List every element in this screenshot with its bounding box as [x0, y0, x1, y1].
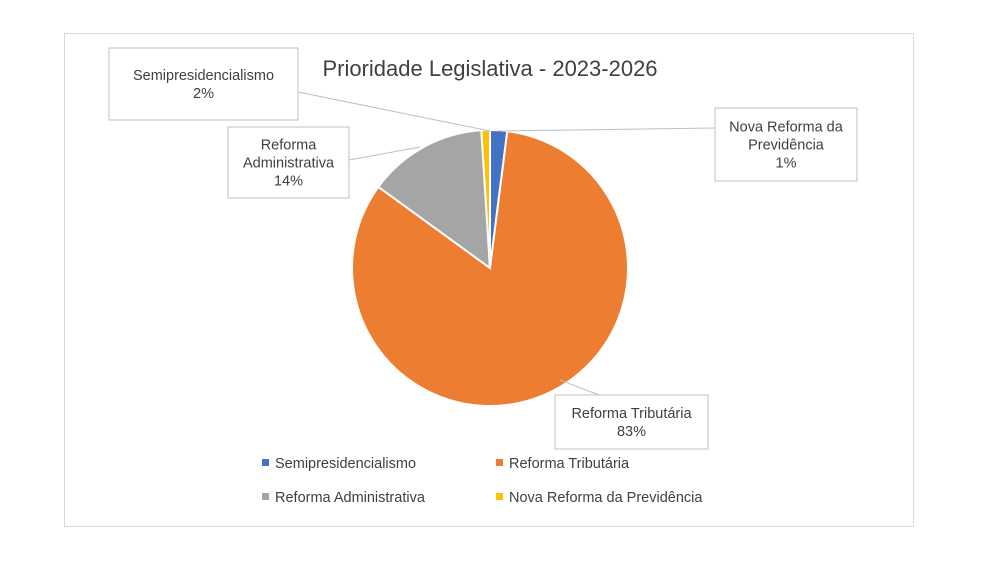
leader-line-3: [496, 127, 716, 132]
data-label-semipresidencialismo: Semipresidencialismo 2%: [108, 47, 299, 121]
data-label-nova-reforma-da-previd-ncia: Nova Reforma da Previdência 1%: [714, 107, 858, 182]
leader-line-1: [559, 379, 600, 396]
data-label-name: Nova Reforma da: [729, 120, 844, 136]
leader-lines: [297, 91, 716, 396]
legend-item-reforma-administrativa: Reforma Administrativa: [262, 490, 426, 506]
data-label-name: Previdência: [748, 138, 825, 154]
data-label-reforma-administrativa: Reforma Administrativa 14%: [227, 126, 350, 199]
data-label-reforma-tribut-ria: Reforma Tributária 83%: [554, 394, 709, 450]
data-label-box: [108, 47, 299, 121]
data-label-percent: 2%: [193, 86, 214, 102]
legend-swatch: [262, 493, 269, 500]
pie-slices: [351, 128, 629, 407]
data-label-name: Semipresidencialismo: [133, 68, 274, 84]
legend-swatch: [496, 493, 503, 500]
legend: Semipresidencialismo Reforma Tributária Re…: [262, 456, 703, 506]
data-label-box: [554, 394, 709, 450]
chart-title: Prioridade Legislativa - 2023-2026: [322, 56, 657, 81]
legend-swatch: [496, 459, 503, 466]
data-label-name: Reforma: [261, 138, 318, 154]
legend-item-semipresidencialismo: Semipresidencialismo: [262, 456, 416, 472]
legend-swatch: [262, 459, 269, 466]
data-labels: Semipresidencialismo 2% Reforma Tributária…: [108, 47, 858, 450]
data-label-percent: 14%: [274, 174, 303, 190]
legend-label: Reforma Tributária: [509, 456, 630, 472]
leader-line-0: [297, 91, 491, 132]
legend-label: Nova Reforma da Previdência: [509, 490, 703, 506]
legend-item-nova-reforma-da-previd-ncia: Nova Reforma da Previdência: [496, 490, 703, 506]
data-label-name: Reforma Tributária: [571, 406, 692, 422]
legend-item-reforma-tribut-ria: Reforma Tributária: [496, 456, 630, 472]
legend-label: Reforma Administrativa: [275, 490, 426, 506]
data-label-name: Administrativa: [243, 156, 335, 172]
pie-slice-reforma-administrativa: [376, 129, 492, 271]
data-label-box: [714, 107, 858, 182]
data-label-percent: 1%: [776, 156, 797, 172]
legend-label: Semipresidencialismo: [275, 456, 416, 472]
data-label-box: [227, 126, 350, 199]
leader-line-2: [348, 146, 421, 161]
data-label-percent: 83%: [617, 424, 646, 440]
